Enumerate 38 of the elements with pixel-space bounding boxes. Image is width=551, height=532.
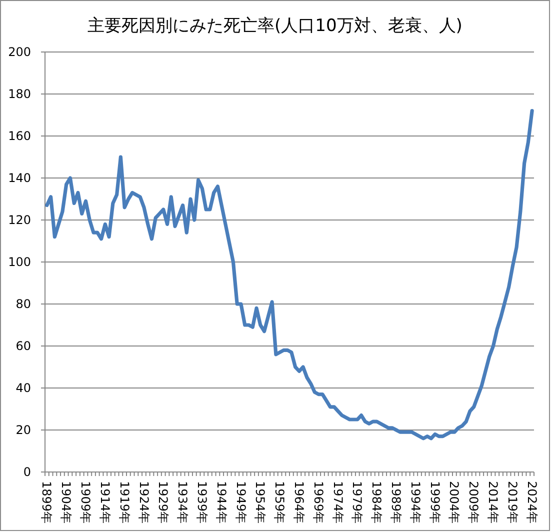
y-tick-label: 120 [8,213,31,228]
x-tick-label: 1909年 [78,481,93,524]
x-tick-label: 1929年 [156,481,170,524]
x-tick-label: 1959年 [272,481,287,524]
x-tick-label: 1914年 [98,481,112,524]
x-tick-label: 1984年 [370,481,384,524]
x-tick-label: 1939年 [194,481,209,524]
x-tick-label: 1924年 [136,481,151,524]
x-tick-label: 1954年 [253,481,268,524]
y-tick-label: 140 [8,171,31,186]
x-tick-label: 2004年 [447,481,462,524]
x-tick-label: 1949年 [234,481,248,524]
y-tick-label: 20 [16,423,31,438]
chart-title: 主要死因別にみた死亡率(人口10万対、老衰、人) [88,16,462,36]
y-tick-label: 160 [8,129,31,144]
y-tick-label: 100 [8,255,31,270]
x-tick-label: 1919年 [117,481,132,524]
y-tick-label: 60 [16,339,31,354]
x-tick-label: 1964年 [292,481,306,524]
x-tick-label: 1944年 [214,481,228,524]
y-tick-label: 180 [8,87,31,102]
y-tick-label: 80 [16,297,31,312]
x-tick-label: 1999年 [428,481,442,524]
x-tick-label: 1979年 [350,481,364,524]
y-tick-label: 0 [23,465,31,480]
x-tick-label: 1899年 [40,481,54,524]
x-tick-label: 1969年 [311,481,326,524]
x-tick-label: 2014年 [486,481,500,524]
x-tick-label: 2009年 [466,481,481,524]
x-tick-label: 1974年 [330,481,345,524]
x-tick-label: 2019年 [505,481,520,524]
x-tick-label: 1994年 [408,481,422,524]
x-tick-label: 2024年 [524,481,539,524]
x-tick-label: 1904年 [59,481,74,524]
y-tick-label: 200 [8,45,31,60]
y-tick-label: 40 [16,381,31,396]
x-tick-label: 1989年 [389,481,404,524]
x-tick-label: 1934年 [176,481,190,524]
